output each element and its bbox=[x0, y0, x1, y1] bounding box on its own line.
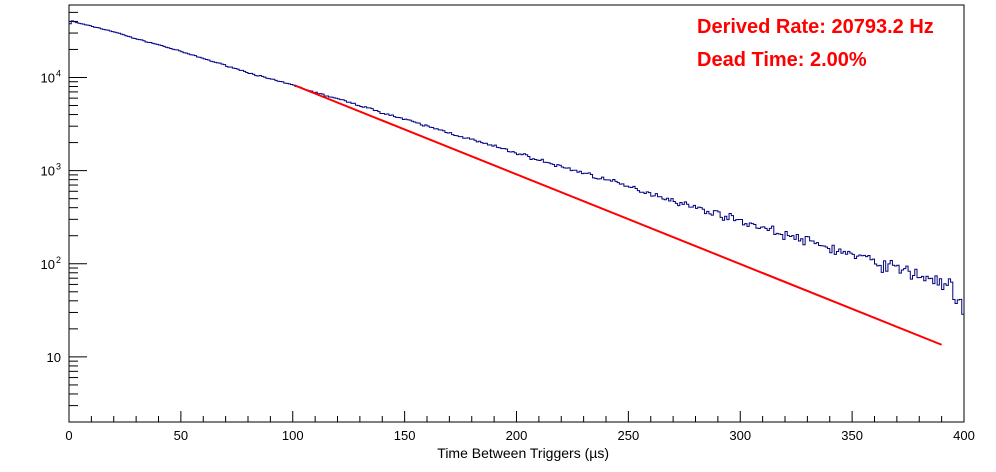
dead-time-annotation: Dead Time: 2.00% bbox=[697, 49, 867, 71]
x-tick-label: 150 bbox=[394, 428, 416, 443]
x-tick-label: 100 bbox=[282, 428, 304, 443]
y-tick-label: 10 bbox=[41, 164, 55, 179]
y-tick-label: 10 bbox=[41, 257, 55, 272]
y-tick-label: 10 bbox=[41, 70, 55, 85]
x-axis: 0 50 100 150 200 250 300 350 400 bbox=[65, 411, 975, 443]
y-tick-exponent: 3 bbox=[56, 162, 61, 172]
derived-rate-annotation: Derived Rate: 20793.2 Hz bbox=[697, 16, 934, 38]
x-tick-label: 350 bbox=[841, 428, 863, 443]
y-tick-exponent: 2 bbox=[56, 255, 61, 265]
x-tick-label: 200 bbox=[506, 428, 528, 443]
x-tick-label: 300 bbox=[729, 428, 751, 443]
x-axis-title: Time Between Triggers (µs) bbox=[437, 445, 609, 461]
x-tick-label: 50 bbox=[174, 428, 188, 443]
y-tick-exponent: 4 bbox=[56, 68, 61, 78]
x-tick-label: 400 bbox=[953, 428, 975, 443]
series-layer bbox=[69, 20, 964, 346]
x-tick-label: 0 bbox=[65, 428, 72, 443]
x-tick-label: 250 bbox=[618, 428, 640, 443]
y-tick-label: 10 bbox=[47, 350, 61, 365]
fit-line bbox=[294, 84, 942, 346]
histogram-series bbox=[69, 20, 964, 315]
